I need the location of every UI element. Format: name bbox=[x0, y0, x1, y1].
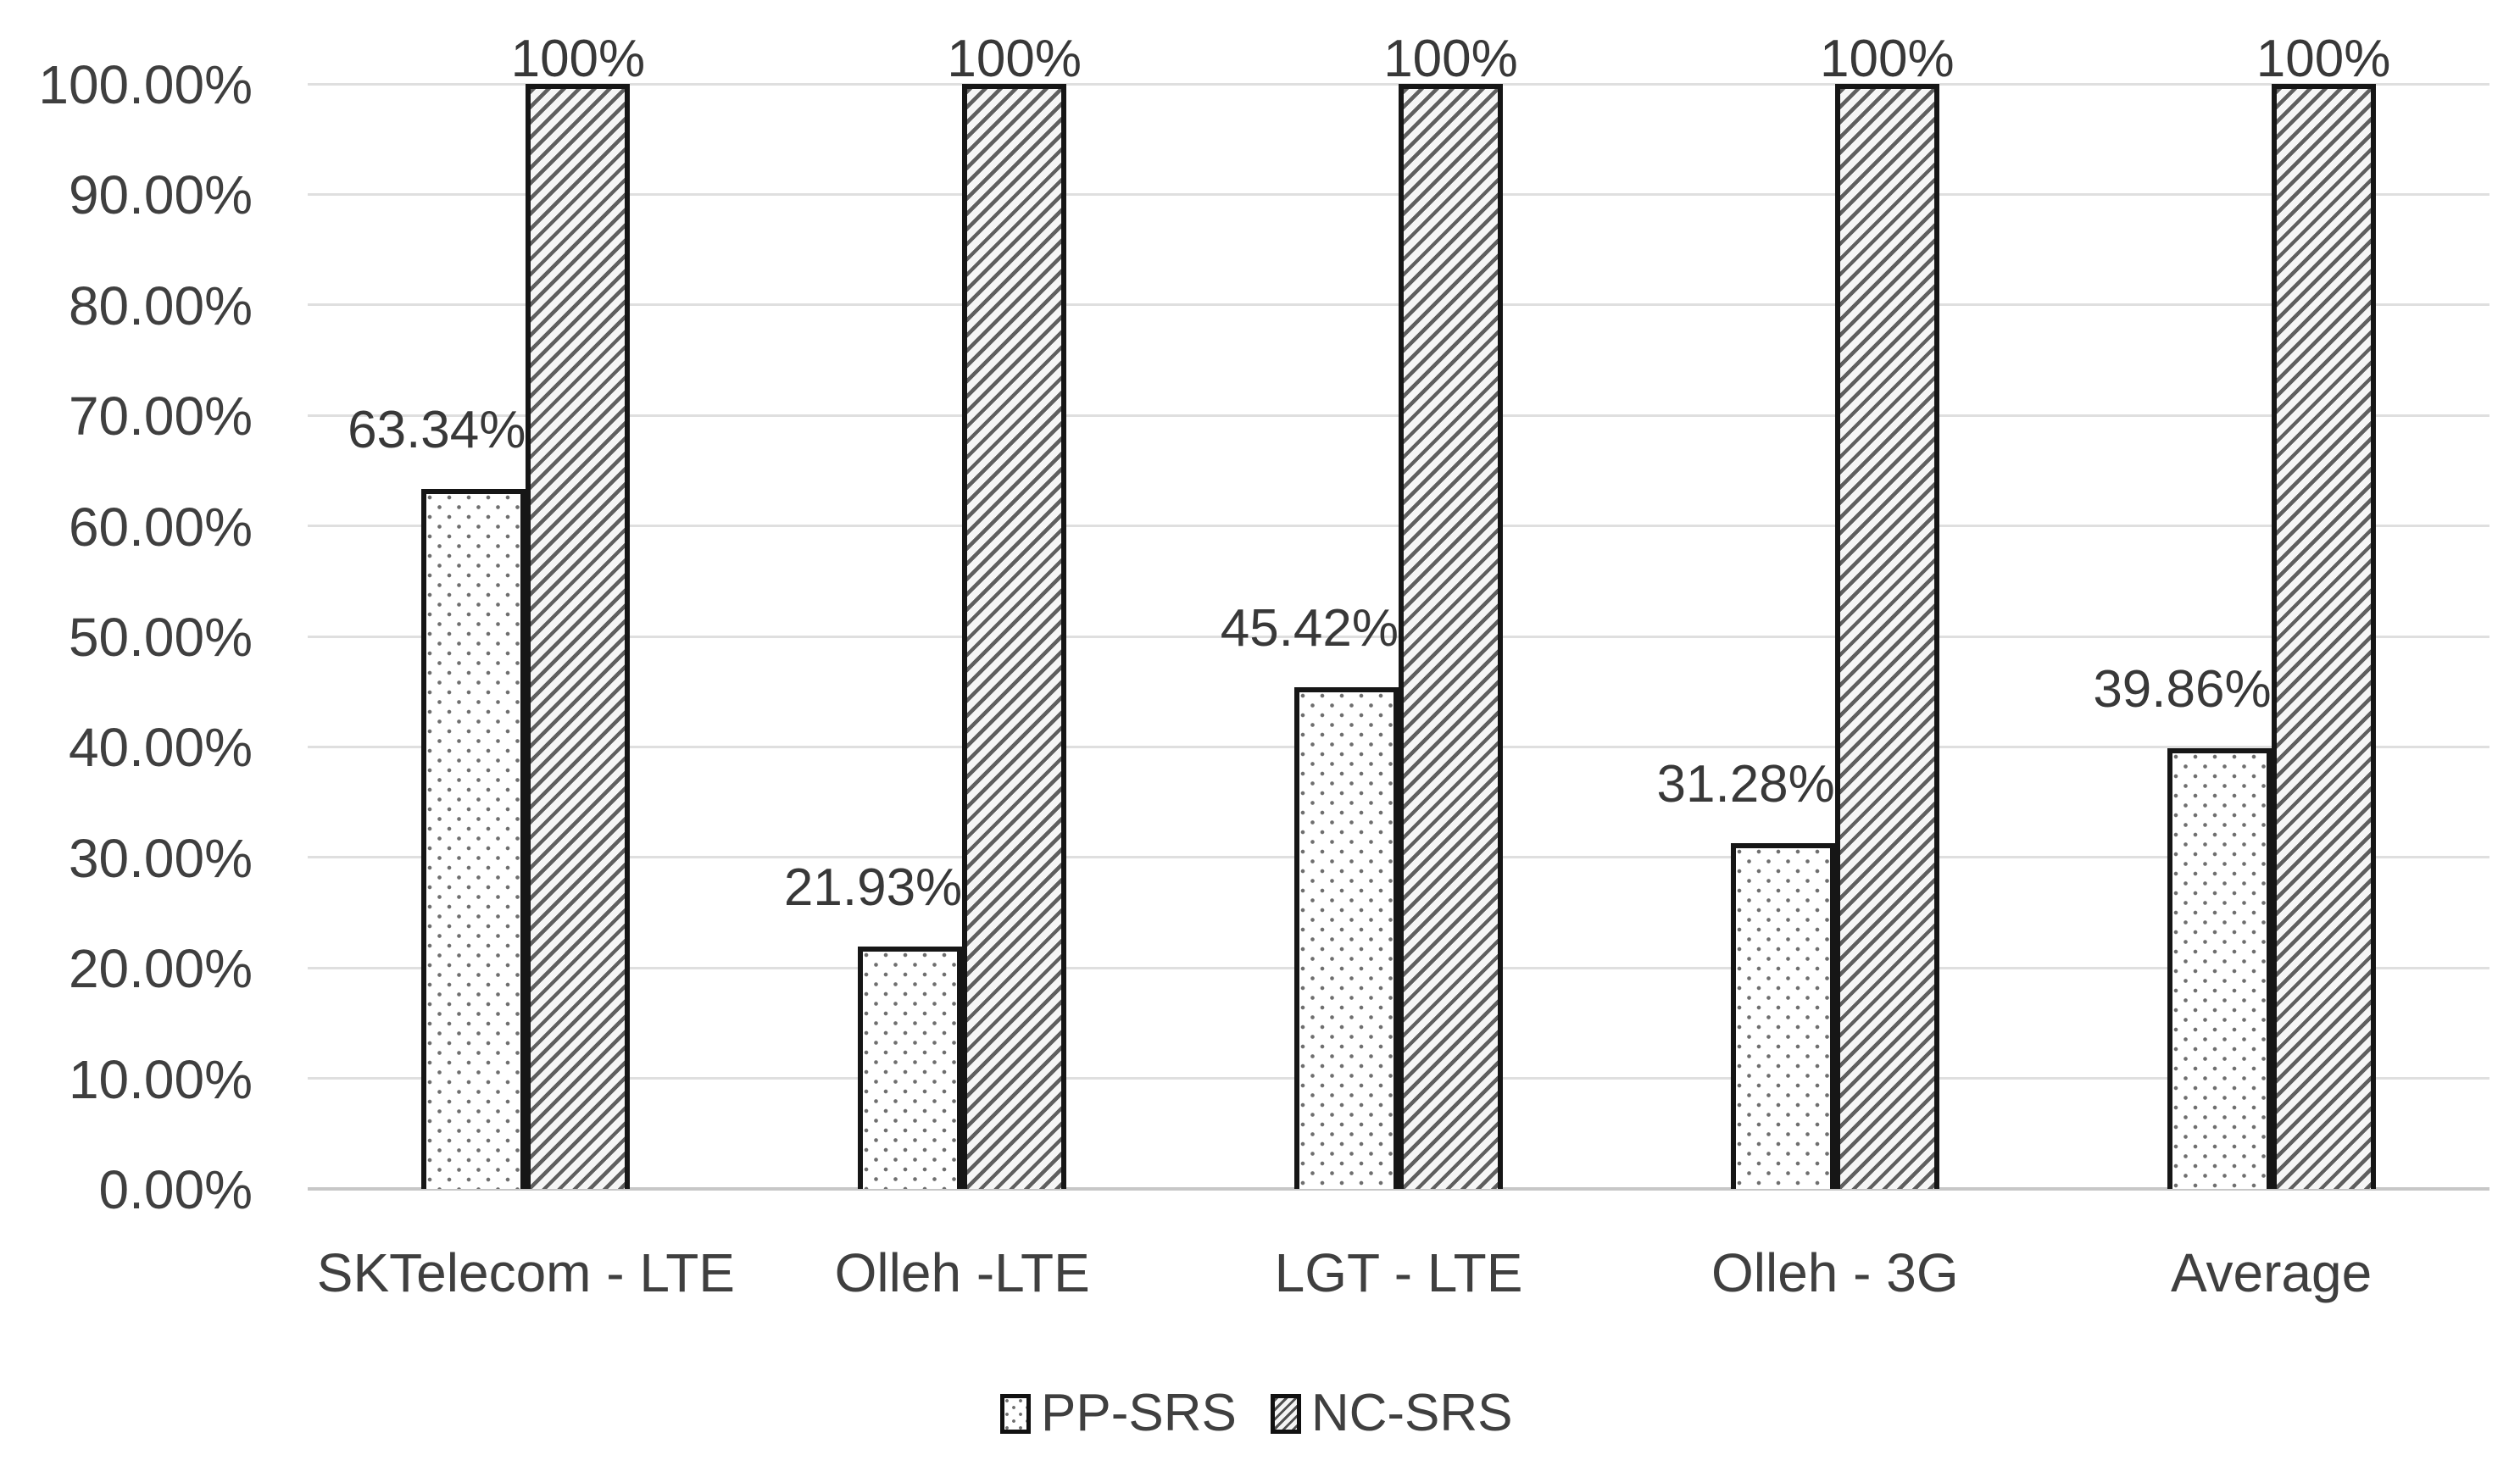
x-axis-category-label: Olleh - 3G bbox=[1711, 1242, 1959, 1303]
bar-pp-srs bbox=[421, 489, 526, 1189]
y-axis-tick-label: 70.00% bbox=[68, 386, 253, 447]
data-label-nc-srs: 100% bbox=[2256, 30, 2391, 88]
y-axis-tick-label: 90.00% bbox=[68, 164, 253, 226]
y-axis-tick-label: 30.00% bbox=[68, 827, 253, 889]
x-axis-category-label: Olleh -LTE bbox=[834, 1242, 1090, 1303]
bar-pp-srs bbox=[2167, 748, 2272, 1189]
bar-pp-srs bbox=[858, 947, 963, 1189]
nc-srs-hatch-swatch-icon bbox=[1270, 1393, 1301, 1434]
y-axis-tick-label: 60.00% bbox=[68, 496, 253, 558]
bar-nc-srs bbox=[1399, 84, 1503, 1189]
data-label-pp-srs: 39.86% bbox=[2093, 660, 2272, 719]
data-label-pp-srs: 45.42% bbox=[1220, 599, 1399, 658]
data-label-pp-srs: 63.34% bbox=[348, 401, 526, 459]
legend-item-nc-srs: NC-SRS bbox=[1270, 1384, 1513, 1442]
bar-nc-srs bbox=[1834, 84, 1939, 1189]
y-axis-tick-label: 0.00% bbox=[98, 1159, 253, 1220]
bar-nc-srs bbox=[2271, 84, 2376, 1189]
data-label-nc-srs: 100% bbox=[1820, 30, 1955, 88]
data-label-nc-srs: 100% bbox=[1383, 30, 1518, 88]
y-axis-tick-label: 100.00% bbox=[38, 54, 253, 115]
y-axis-tick-label: 50.00% bbox=[68, 607, 253, 668]
data-label-nc-srs: 100% bbox=[947, 30, 1082, 88]
data-label-nc-srs: 100% bbox=[510, 30, 646, 88]
bar-pp-srs bbox=[1294, 687, 1399, 1189]
legend-label-nc-srs: NC-SRS bbox=[1310, 1384, 1513, 1442]
legend: PP-SRS NC-SRS bbox=[1000, 1386, 1513, 1441]
data-label-pp-srs: 21.93% bbox=[783, 858, 963, 917]
bar-nc-srs bbox=[962, 84, 1067, 1189]
legend-label-pp-srs: PP-SRS bbox=[1041, 1384, 1237, 1442]
y-axis-tick-label: 20.00% bbox=[68, 938, 253, 1000]
x-axis-category-label: SKTelecom - LTE bbox=[316, 1242, 735, 1303]
bar-pp-srs bbox=[1730, 843, 1835, 1189]
x-axis-category-label: Average bbox=[2170, 1242, 2373, 1303]
x-axis-category-label: LGT - LTE bbox=[1274, 1242, 1523, 1303]
x-axis-line bbox=[308, 1187, 2489, 1191]
bar-nc-srs bbox=[526, 84, 631, 1189]
pp-srs-dotted-swatch-icon bbox=[1000, 1393, 1031, 1434]
y-axis-tick-label: 10.00% bbox=[68, 1048, 253, 1110]
y-axis-tick-label: 80.00% bbox=[68, 275, 253, 336]
data-label-pp-srs: 31.28% bbox=[1656, 755, 1835, 814]
legend-item-pp-srs: PP-SRS bbox=[1000, 1387, 1237, 1440]
y-axis-tick-label: 40.00% bbox=[68, 717, 253, 779]
